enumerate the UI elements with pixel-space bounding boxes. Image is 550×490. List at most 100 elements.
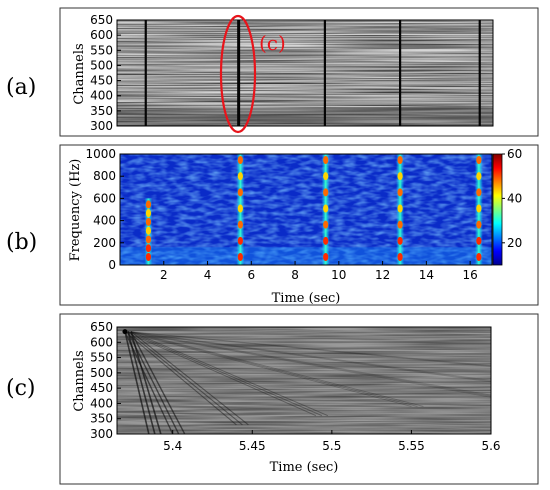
panel-b-event-blob	[476, 253, 482, 261]
panel-b-label: (b)	[6, 230, 37, 255]
panel-b-ytick-label: 1000	[85, 147, 116, 161]
panel-c-arrival	[127, 331, 180, 434]
panel-b-event-blob	[145, 244, 152, 253]
panel-c-arrival	[124, 331, 150, 434]
panel-c-arrival	[130, 331, 491, 366]
panel-b-event-blob	[397, 172, 403, 181]
panel-c-arrival	[130, 331, 424, 407]
panel-b-event-blob	[397, 236, 403, 245]
panel-c-source	[122, 329, 128, 335]
panel-c-ytick-label: 550	[90, 351, 113, 365]
panel-b-xtick-label: 6	[247, 268, 255, 282]
panel-c-arrival	[124, 331, 317, 417]
panel-c-frame	[59, 313, 539, 485]
panel-b-event-blob	[323, 156, 329, 164]
colorbar-tick-label: 20	[507, 236, 522, 250]
panel-b-event-blob	[476, 220, 482, 229]
colorbar-tick-label: 60	[507, 147, 522, 161]
panel-b-event-blob	[397, 220, 403, 229]
panel-a-ytick-label: 450	[90, 74, 113, 88]
panel-b-xtick-label: 4	[204, 268, 212, 282]
panel-b-ytick-label: 800	[93, 169, 116, 183]
panel-b-event-blob	[476, 188, 482, 197]
panel-b-event-blob	[145, 226, 152, 235]
panel-b-lowfreq-band	[120, 247, 492, 265]
panel-b-event-blob	[397, 204, 403, 213]
panel-c-arrival	[127, 331, 491, 367]
panel-b-xtick-label: 14	[419, 268, 434, 282]
panel-b-frame	[59, 144, 539, 306]
panel-b-xtick-label: 10	[331, 268, 346, 282]
panel-c-ytick-label: 300	[90, 427, 113, 441]
panel-b-xtick-label: 2	[160, 268, 168, 282]
panel-b-event-blob	[145, 209, 152, 218]
panel-b-xlabel: Time (sec)	[272, 291, 341, 306]
panel-b-event-blob	[237, 253, 243, 261]
panel-c-arrival	[127, 331, 491, 382]
panel-b-event-blob	[397, 188, 403, 197]
panel-b-event-blob	[323, 236, 329, 245]
panel-b-xtick-label: 12	[375, 268, 390, 282]
panel-a-ytick-label: 550	[90, 43, 113, 57]
panel-b-event-blob	[145, 253, 152, 261]
panel-b-event-blob	[237, 236, 243, 245]
panel-b-ytick-label: 600	[93, 191, 116, 205]
panel-c-ytick-label: 400	[90, 396, 113, 410]
panel-b-event-blob	[237, 204, 243, 213]
panel-b-event-blob	[476, 204, 482, 213]
panel-a-ytick-label: 400	[90, 89, 113, 103]
panel-c-arrival	[130, 331, 329, 417]
panel-b-ytick-label: 200	[93, 236, 116, 250]
panel-a-event-line	[323, 20, 327, 126]
panel-a-ytick-label: 350	[90, 104, 113, 118]
panel-c-xtick-label: 5.5	[322, 439, 341, 453]
callout-label: (c)	[259, 31, 286, 55]
panel-b-event-blob	[476, 156, 482, 164]
panel-b-event-blob	[237, 172, 243, 181]
panel-c-arrival	[124, 331, 174, 434]
panel-c-ytick-label: 500	[90, 366, 113, 380]
panel-a-plot	[116, 19, 494, 127]
panel-c-ylabel: Channels	[72, 350, 87, 411]
panel-b-event-blob	[323, 253, 329, 261]
panel-c-xtick-label: 5.6	[481, 439, 500, 453]
panel-a-ytick-label: 300	[90, 119, 113, 133]
panel-c-arrival	[124, 331, 491, 368]
panel-b-xtick-label: 16	[462, 268, 477, 282]
panel-b-event-blob	[397, 156, 403, 164]
panel-a-ytick-label: 600	[90, 28, 113, 42]
panel-b-event-blob	[237, 188, 243, 197]
panel-c-ytick-label: 650	[90, 320, 113, 334]
panel-a-dense-band	[117, 107, 493, 126]
panel-b-event-blob	[145, 217, 152, 226]
panel-c-arrival	[127, 331, 491, 397]
panel-c-arrival	[130, 331, 491, 396]
panel-b-event-blob	[323, 172, 329, 181]
panel-c-ytick-label: 350	[90, 412, 113, 426]
panel-a-ytick-label: 650	[90, 13, 113, 27]
panel-c-arrival	[130, 331, 186, 434]
panel-a-ylabel: Channels	[72, 43, 87, 104]
panel-a-event-line	[399, 20, 402, 126]
panel-b-event-blob	[476, 236, 482, 245]
panel-c-arrival	[124, 331, 412, 407]
panel-c-ytick-label: 450	[90, 381, 113, 395]
panel-b-event-blob	[323, 188, 329, 197]
panel-c-ytick-label: 600	[90, 335, 113, 349]
panel-b-event-blob	[323, 204, 329, 213]
panel-c-plot	[116, 326, 492, 435]
panel-c-arrival	[124, 331, 491, 398]
panel-c-xlabel: Time (sec)	[270, 460, 339, 475]
panel-b-plot	[119, 153, 493, 266]
panel-c-xtick-label: 5.45	[239, 439, 266, 453]
panel-c-xtick-label: 5.55	[398, 439, 425, 453]
panel-b-event-blob	[145, 235, 152, 244]
panel-c-arrival	[127, 331, 418, 407]
panel-b-ytick-label: 0	[108, 258, 116, 272]
panel-b-event-blob	[397, 253, 403, 261]
panel-b-event-blob	[237, 220, 243, 229]
panel-a-event-line	[237, 20, 241, 126]
panel-b-ytick-label: 400	[93, 214, 116, 228]
colorbar-tick-label: 40	[507, 191, 522, 205]
